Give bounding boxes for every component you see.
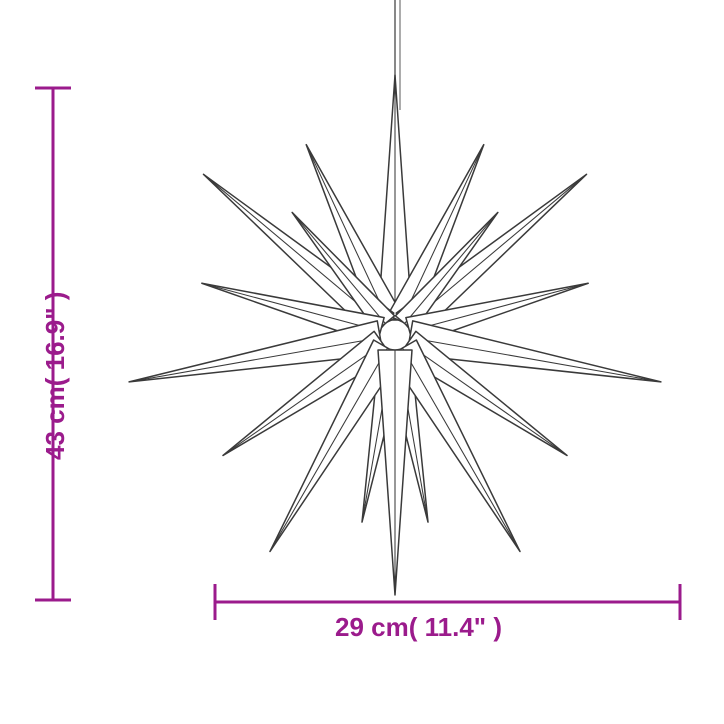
moravian-star [129, 75, 661, 595]
height-dimension-label: 43 cm( 16.9" ) [40, 292, 71, 460]
width-dimension-label: 29 cm( 11.4" ) [335, 612, 502, 643]
diagram-container: 43 cm( 16.9" ) 29 cm( 11.4" ) [0, 0, 724, 724]
